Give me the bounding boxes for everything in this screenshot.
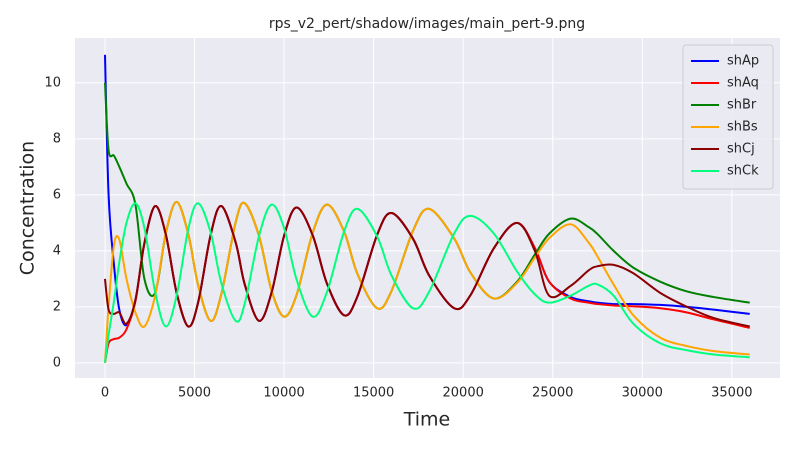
x-tick-label: 20000 [443, 386, 484, 401]
x-tick-label: 15000 [353, 386, 394, 401]
x-tick-label: 30000 [622, 386, 663, 401]
y-tick-label: 4 [53, 243, 61, 258]
y-axis-label: Concentration [17, 141, 39, 275]
legend-label: shCj [727, 142, 755, 157]
series-line [104, 202, 750, 364]
legend-label: shBs [727, 120, 758, 135]
chart-title: rps_v2_pert/shadow/images/main_pert-9.pn… [269, 16, 585, 32]
x-tick-label: 5000 [178, 386, 211, 401]
legend-label: shCk [727, 164, 759, 179]
legend-label: shBr [727, 98, 757, 113]
legend: shAp shAq shBr shBs shCj shCk [682, 44, 774, 190]
x-axis-label: Time [403, 409, 451, 431]
legend-box [682, 44, 774, 190]
ticks: 0 5000 10000 15000 20000 25000 30000 35000 0 2 4 6 8… [44, 75, 752, 400]
y-tick-label: 8 [53, 131, 61, 146]
y-tick-label: 2 [53, 299, 61, 314]
lines [103, 54, 750, 364]
x-tick-label: 35000 [711, 386, 752, 401]
series-line [104, 205, 750, 328]
y-tick-label: 10 [44, 75, 61, 90]
legend-label: shAp [727, 54, 759, 69]
y-tick-label: 6 [53, 187, 61, 202]
x-tick-label: 25000 [532, 386, 573, 401]
y-tick-label: 0 [53, 355, 61, 370]
legend-label: shAq [727, 76, 759, 91]
x-tick-label: 0 [101, 386, 109, 401]
x-tick-label: 10000 [263, 386, 304, 401]
